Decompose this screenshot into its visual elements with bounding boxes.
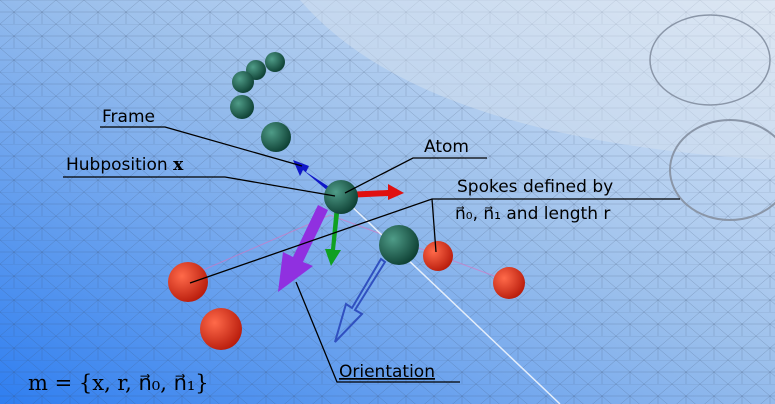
atom	[230, 95, 254, 119]
atom	[379, 225, 419, 265]
hubposition-label: Hubposition x	[66, 155, 184, 175]
atom	[265, 52, 285, 72]
atom	[232, 71, 254, 93]
frame-label: Frame	[102, 107, 155, 127]
figure: Frame Hubposition x Atom Spokes defined …	[0, 0, 775, 404]
atom-label: Atom	[424, 137, 469, 157]
hub-atom	[324, 180, 358, 214]
hubposition-text: Hubposition	[66, 155, 168, 175]
atom	[261, 122, 291, 152]
spoke-end	[493, 267, 525, 299]
spokes-label: Spokes defined by	[457, 177, 613, 197]
hub-symbol: x	[173, 155, 184, 175]
formula: m = {x, r, n⃗₀, n⃗₁}	[28, 371, 209, 395]
orientation-label: Orientation	[339, 362, 435, 382]
spoke-end	[200, 308, 242, 350]
spokes-label: n⃗₀, n⃗₁ and length r	[455, 204, 610, 224]
spoke-end	[168, 262, 208, 302]
spoke-end	[423, 241, 453, 271]
